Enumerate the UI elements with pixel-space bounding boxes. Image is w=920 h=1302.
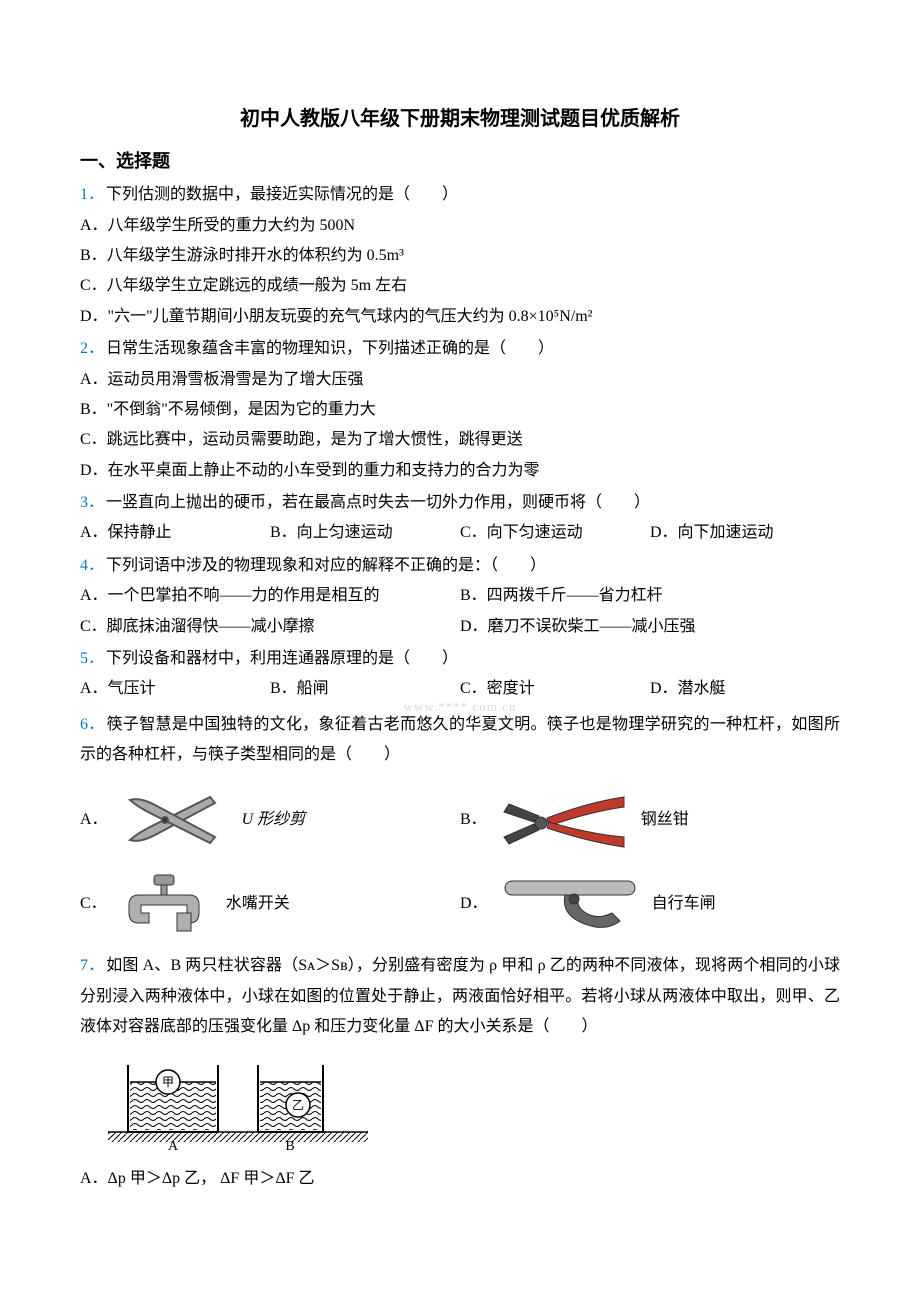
q-num: 1． [80, 186, 104, 203]
label-jia: 甲 [162, 1075, 174, 1089]
img-label: 水嘴开关 [226, 889, 290, 919]
q1-opt-c: C．八年级学生立定跳远的成绩一般为 5m 左右 [80, 271, 840, 301]
q-num: 2． [80, 340, 104, 357]
q4-opt-b: B．四两拨千斤——省力杠杆 [460, 581, 840, 611]
label-yi: 乙 [292, 1098, 304, 1112]
opt-letter: D． [460, 889, 488, 919]
q7-figure: 甲 A 乙 B [108, 1050, 840, 1160]
question-6: 6．筷子智慧是中国独特的文化，象征着古老而悠久的华夏文明。筷子也是物理学研究的一… [80, 710, 840, 940]
q-text: 下列设备和器材中，利用连通器原理的是（ ） [106, 650, 458, 667]
q-num: 5． [80, 650, 104, 667]
scissors-icon [120, 785, 230, 855]
q7-opt-a: A．Δp 甲＞Δp 乙， ΔF 甲＞ΔF 乙 [80, 1164, 840, 1194]
img-label: 钢丝钳 [641, 805, 689, 835]
q6-opt-a: A． U 形纱剪 [80, 782, 460, 857]
q4-opt-d: D．磨刀不误砍柴工——减小压强 [460, 612, 840, 642]
opt-letter: C． [80, 889, 107, 919]
label-A: A [168, 1139, 179, 1154]
section-header: 一、选择题 [80, 144, 840, 178]
question-3: 3．一竖直向上抛出的硬币，若在最高点时失去一切外力作用，则硬币将（ ） A．保持… [80, 488, 840, 549]
q-text: 下列估测的数据中，最接近实际情况的是（ ） [106, 186, 458, 203]
q2-opt-b: B．"不倒翁"不易倾倒，是因为它的重力大 [80, 395, 840, 425]
q-text: 一竖直向上抛出的硬币，若在最高点时失去一切外力作用，则硬币将（ ） [106, 494, 650, 511]
q2-opt-c: C．跳远比赛中，运动员需要助跑，是为了增大惯性，跳得更送 [80, 425, 840, 455]
faucet-icon [119, 869, 214, 939]
watermark: www.****.com.cn [80, 695, 840, 720]
q6-opt-d: D． 自行车闸 [460, 869, 840, 939]
page-title: 初中人教版八年级下册期末物理测试题目优质解析 [80, 100, 840, 138]
img-label: 自行车闸 [652, 889, 716, 919]
pliers-icon [499, 782, 629, 857]
q-text: 日常生活现象蕴含丰富的物理知识，下列描述正确的是（ ） [106, 340, 554, 357]
question-2: 2．日常生活现象蕴含丰富的物理知识，下列描述正确的是（ ） A．运动员用滑雪板滑… [80, 334, 840, 486]
q6-opt-c: C． 水嘴开关 [80, 869, 460, 939]
question-1: 1．下列估测的数据中，最接近实际情况的是（ ） A．八年级学生所受的重力大约为 … [80, 180, 840, 332]
q6-opt-b: B． 钢丝钳 [460, 782, 840, 857]
q1-opt-b: B．八年级学生游泳时排开水的体积约为 0.5m³ [80, 241, 840, 271]
q3-opt-c: C．向下匀速运动 [460, 518, 650, 548]
q1-opt-a: A．八年级学生所受的重力大约为 500N [80, 211, 840, 241]
q4-opt-c: C．脚底抹油溜得快——减小摩擦 [80, 612, 460, 642]
q-num: 4． [80, 557, 104, 574]
label-B: B [285, 1139, 294, 1154]
q-num: 7． [80, 957, 104, 974]
q-text: 筷子智慧是中国独特的文化，象征着古老而悠久的华夏文明。筷子也是物理学研究的一种杠… [80, 716, 840, 763]
q2-opt-a: A．运动员用滑雪板滑雪是为了增大压强 [80, 365, 840, 395]
q3-opt-b: B．向上匀速运动 [270, 518, 460, 548]
opt-letter: B． [460, 805, 487, 835]
q2-opt-d: D．在水平桌面上静止不动的小车受到的重力和支持力的合力为零 [80, 456, 840, 486]
opt-letter: A． [80, 805, 108, 835]
q-text: 下列词语中涉及的物理现象和对应的解释不正确的是：（ ） [106, 557, 546, 574]
q-num: 3． [80, 494, 104, 511]
q-text: 如图 A、B 两只柱状容器（Sᴀ＞Sʙ），分别盛有密度为 ρ 甲和 ρ 乙的两种… [80, 957, 840, 1035]
bike-brake-icon [500, 869, 640, 939]
img-label: U 形纱剪 [242, 805, 306, 835]
q3-opt-a: A．保持静止 [80, 518, 270, 548]
q3-opt-d: D．向下加速运动 [650, 518, 840, 548]
question-4: 4．下列词语中涉及的物理现象和对应的解释不正确的是：（ ） A．一个巴掌拍不响—… [80, 551, 840, 642]
question-7: 7．如图 A、B 两只柱状容器（Sᴀ＞Sʙ），分别盛有密度为 ρ 甲和 ρ 乙的… [80, 951, 840, 1195]
q1-opt-d: D．"六一"儿童节期间小朋友玩耍的充气气球内的气压大约为 0.8×10⁵N/m² [80, 302, 840, 332]
q4-opt-a: A．一个巴掌拍不响——力的作用是相互的 [80, 581, 460, 611]
